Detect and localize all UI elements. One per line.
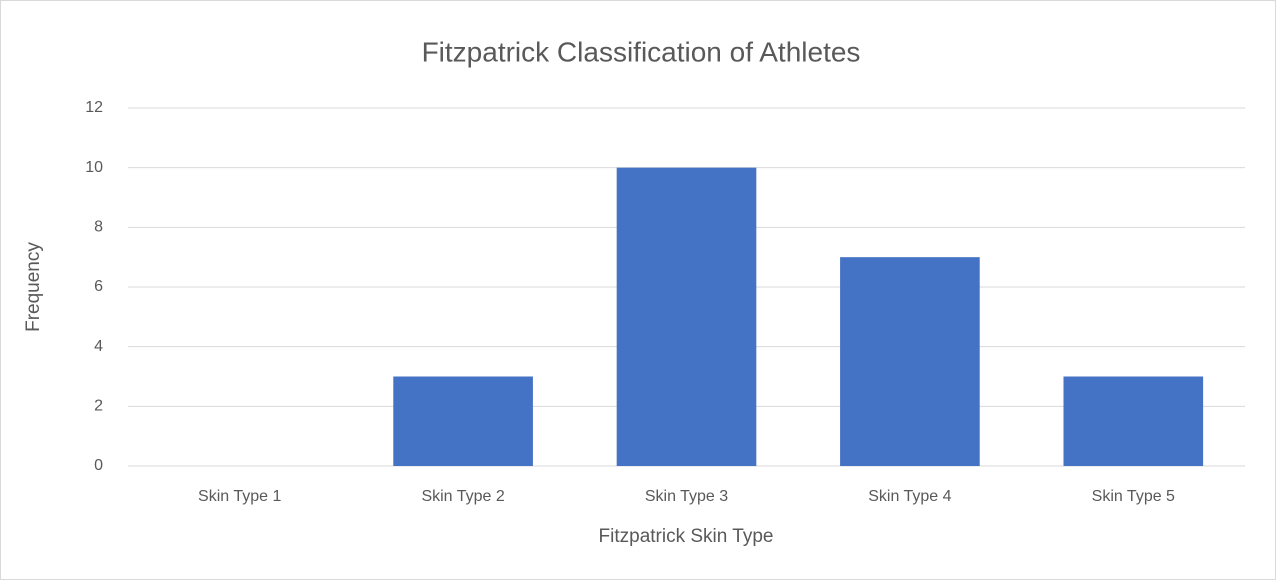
- x-tick-label: Skin Type 3: [645, 488, 728, 505]
- bar: [616, 167, 757, 466]
- x-tick-label: Skin Type 1: [198, 488, 281, 505]
- y-tick-label: 10: [85, 159, 103, 176]
- y-axis-title: Frequency: [23, 242, 44, 332]
- bar: [393, 376, 533, 466]
- x-tick-label: Skin Type 4: [868, 488, 951, 505]
- x-axis-title: Fitzpatrick Skin Type: [599, 526, 774, 547]
- bar: [840, 257, 980, 466]
- y-tick-label: 12: [85, 99, 103, 116]
- x-tick-label: Skin Type 2: [421, 488, 504, 505]
- chart-title: Fitzpatrick Classification of Athletes: [422, 36, 861, 67]
- bar: [1063, 376, 1204, 466]
- y-tick-label: 8: [94, 219, 103, 236]
- y-tick-label: 4: [94, 338, 103, 355]
- y-tick-label: 6: [94, 278, 103, 295]
- x-tick-label: Skin Type 5: [1092, 488, 1175, 505]
- y-tick-label: 0: [94, 457, 103, 474]
- y-tick-label: 2: [94, 398, 103, 415]
